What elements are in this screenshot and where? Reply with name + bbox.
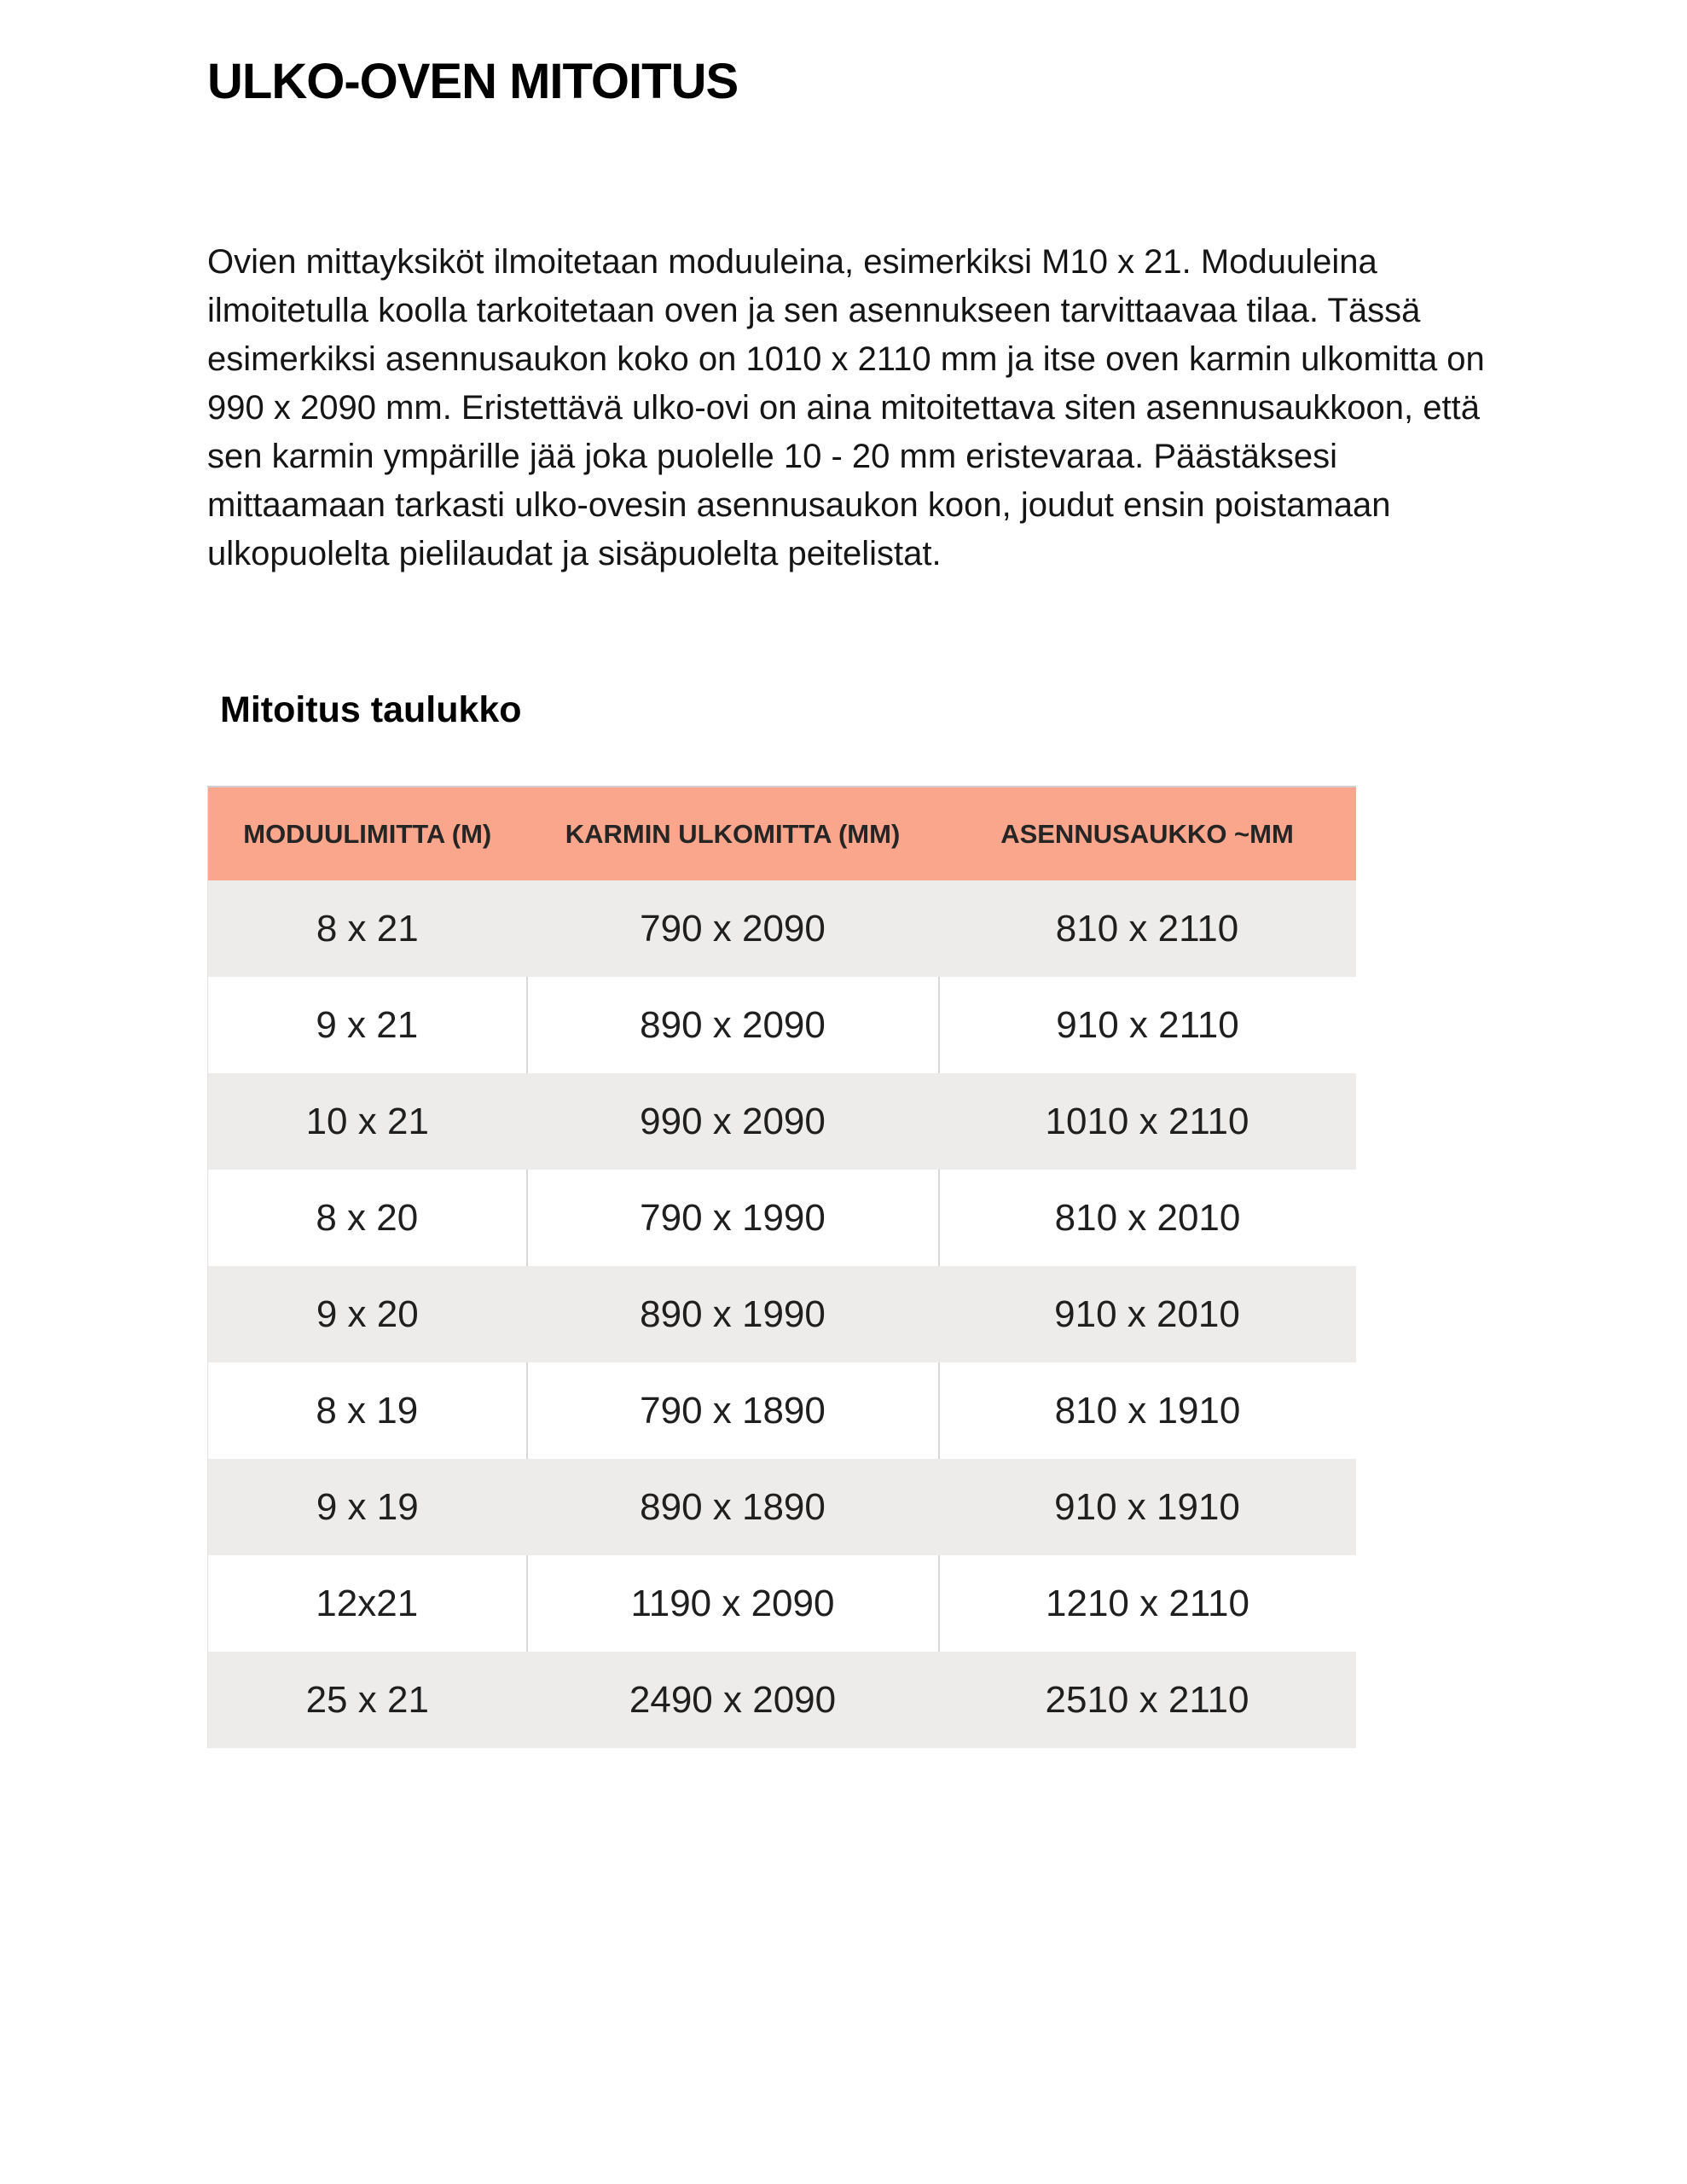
table-cell: 810 x 2010 (937, 1170, 1356, 1266)
table-cell: 10 x 21 (207, 1073, 527, 1170)
table-cell: 1210 x 2110 (937, 1555, 1356, 1652)
column-header-2: KARMIN ULKOMITTA (MM) (526, 787, 939, 880)
table-cell: 12x21 (207, 1555, 527, 1652)
table-row: 12x21 1190 x 2090 1210 x 2110 (207, 1555, 1356, 1652)
table-row: 9 x 19 890 x 1890 910 x 1910 (207, 1459, 1356, 1555)
table-cell: 8 x 21 (207, 880, 527, 977)
table-row: 9 x 20 890 x 1990 910 x 2010 (207, 1266, 1356, 1362)
table-cell: 2510 x 2110 (938, 1652, 1356, 1748)
table-cell: 8 x 20 (207, 1170, 527, 1266)
table-cell: 910 x 1910 (938, 1459, 1356, 1555)
table-cell: 890 x 1890 (526, 1459, 939, 1555)
column-header-1: MODUULIMITTA (M) (207, 787, 527, 880)
table-cell: 910 x 2010 (938, 1266, 1356, 1362)
table-row: 25 x 21 2490 x 2090 2510 x 2110 (207, 1652, 1356, 1748)
table-row: 8 x 21 790 x 2090 810 x 2110 (207, 880, 1356, 977)
table-cell: 890 x 2090 (525, 977, 939, 1073)
table-row: 9 x 21 890 x 2090 910 x 2110 (207, 977, 1356, 1073)
table-cell: 1190 x 2090 (525, 1555, 939, 1652)
intro-paragraph: Ovien mittayksiköt ilmoitetaan moduulein… (207, 243, 1485, 572)
table-cell: 810 x 2110 (938, 880, 1356, 977)
table-cell: 9 x 19 (207, 1459, 527, 1555)
document-page: ULKO-OVEN MITOITUS Ovien mittayksiköt il… (207, 0, 1538, 1748)
column-header-3: ASENNUSAUKKO ~MM (938, 787, 1356, 880)
table-cell: 790 x 1990 (525, 1170, 939, 1266)
table-cell: 990 x 2090 (526, 1073, 939, 1170)
table-row: 8 x 20 790 x 1990 810 x 2010 (207, 1170, 1356, 1266)
table-cell: 890 x 1990 (526, 1266, 939, 1362)
table-header-row: MODUULIMITTA (M) KARMIN ULKOMITTA (MM) ASE… (207, 787, 1356, 880)
sizing-table: MODUULIMITTA (M) KARMIN ULKOMITTA (MM) ASE… (207, 786, 1356, 1748)
table-cell: 9 x 21 (207, 977, 527, 1073)
table-cell: 2490 x 2090 (526, 1652, 939, 1748)
table-cell: 1010 x 2110 (938, 1073, 1356, 1170)
table-cell: 790 x 2090 (526, 880, 939, 977)
table-heading: Mitoitus taulukko (220, 689, 522, 730)
table-cell: 9 x 20 (207, 1266, 527, 1362)
table-cell: 8 x 19 (207, 1362, 527, 1459)
table-row: 10 x 21 990 x 2090 1010 x 2110 (207, 1073, 1356, 1170)
table-body: 8 x 21 790 x 2090 810 x 2110 9 x 21 890 x 20… (207, 880, 1356, 1748)
table-cell: 810 x 1910 (937, 1362, 1356, 1459)
table-cell: 25 x 21 (207, 1652, 527, 1748)
table-cell: 910 x 2110 (937, 977, 1356, 1073)
table-cell: 790 x 1890 (525, 1362, 939, 1459)
table-row: 8 x 19 790 x 1890 810 x 1910 (207, 1362, 1356, 1459)
page-title: ULKO-OVEN MITOITUS (207, 54, 739, 109)
